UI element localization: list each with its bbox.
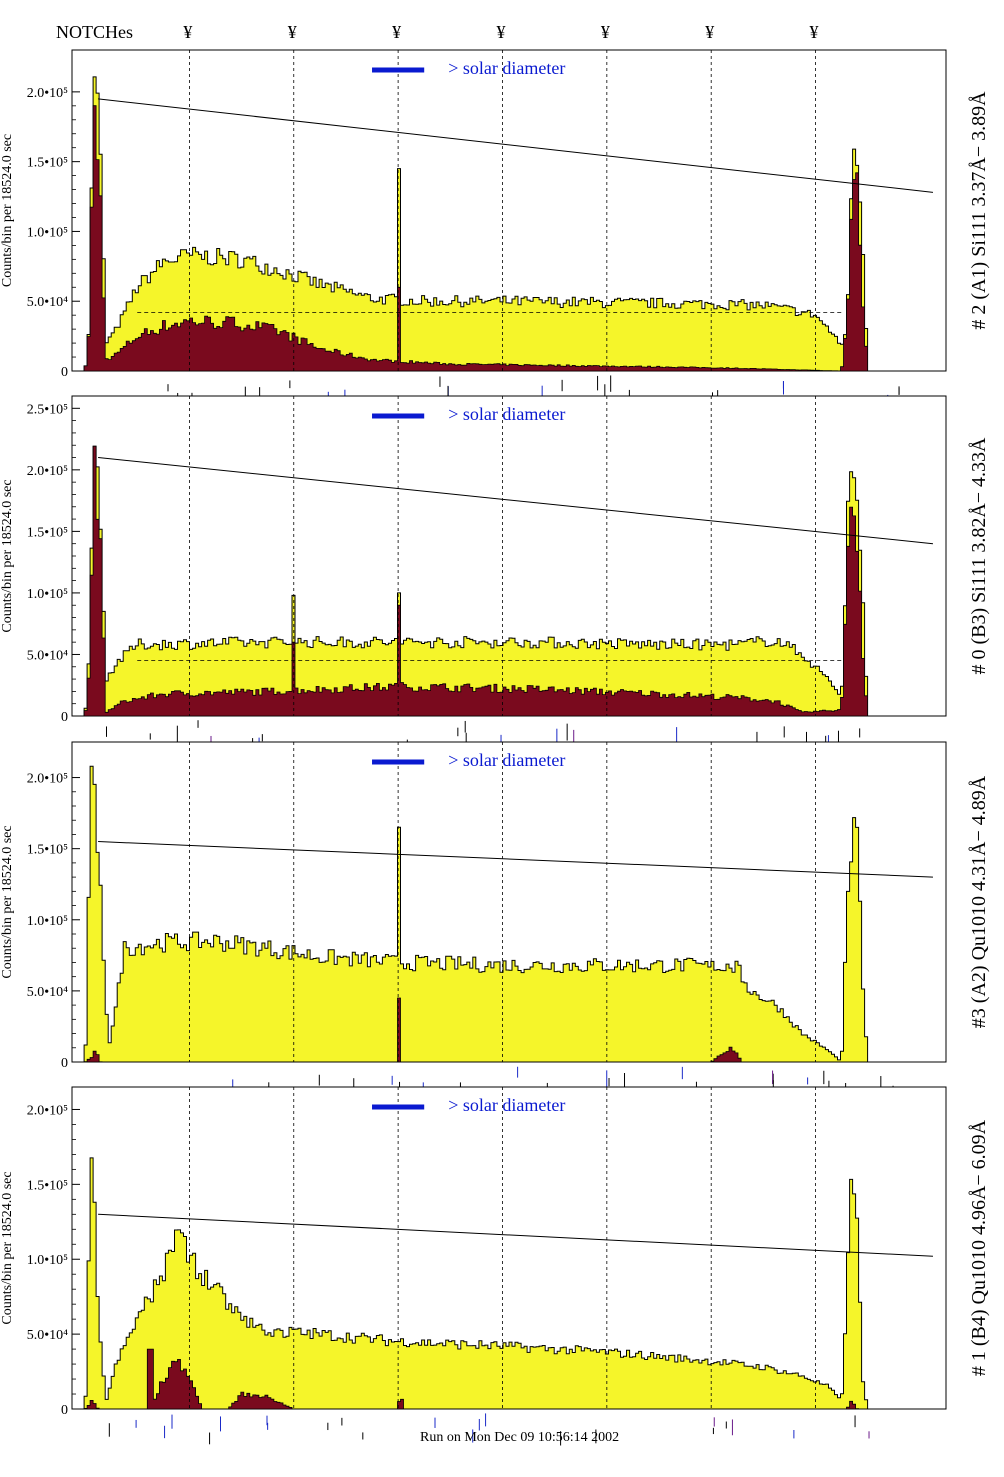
legend-text: > solar diameter [448,58,565,78]
y-tick-label: 0 [61,365,68,380]
y-tick-label: 1.5•10⁵ [27,525,68,540]
chart-panel-4: 0 5.0•10⁴ 1.0•10⁵ 1.5•10⁵ 2.0•10⁵ Counts/bin … [0,1086,990,1446]
chart-panel-1: 0 5.0•10⁴ 1.0•10⁵ 1.5•10⁵ 2.0•10⁵ Counts/bin … [0,49,990,408]
y-tick-label: 2.0•10⁵ [27,1103,68,1118]
y-tick-label: 1.0•10⁵ [27,914,68,929]
y-tick-label: 1.0•10⁵ [27,1253,68,1268]
panels: 0 5.0•10⁴ 1.0•10⁵ 1.5•10⁵ 2.0•10⁵ Counts/bin … [0,49,990,1446]
series-inner-histogram [72,997,946,1063]
trend-line [98,1213,933,1257]
y-axis-label: Counts/bin per 18524.0 sec [0,825,15,978]
chart-panel-3: 0 5.0•10⁴ 1.0•10⁵ 1.5•10⁵ 2.0•10⁵ Counts/bin … [0,741,990,1102]
y-axis-label: Counts/bin per 18524.0 sec [0,479,15,632]
legend-text: > solar diameter [448,750,565,770]
run-timestamp: Run on Mon Dec 09 10:56:14 2002 [420,1430,619,1445]
y-tick-label: 1.5•10⁵ [27,156,68,171]
y-tick-label: 0 [61,1056,68,1071]
chart-panel-2: 0 5.0•10⁴ 1.0•10⁵ 1.5•10⁵ 2.0•10⁵ 2.5•10⁵ Coun… [0,395,990,753]
y-tick-label: 1.5•10⁵ [27,1178,68,1193]
legend-text: > solar diameter [448,1095,565,1115]
notch-marker: ¥ [392,22,401,42]
y-axis-label: Counts/bin per 18524.0 sec [0,134,15,287]
trend-line [98,841,933,878]
y-tick-label: 2.0•10⁵ [27,464,68,479]
notch-marker: ¥ [496,22,505,42]
y-tick-label: 5.0•10⁴ [27,295,68,310]
notch-marker: ¥ [288,22,297,42]
notch-marker: ¥ [183,22,192,42]
detector-label: # 0 (B3) Si111 3.82Å− 4.33Å [968,437,990,675]
trend-line [98,98,934,193]
y-tick-label: 5.0•10⁴ [27,985,68,1000]
notch-marker: ¥ [810,22,819,42]
notch-markers: ¥ ¥ ¥ ¥ ¥ ¥ ¥ [183,22,818,42]
series-total-histogram [72,76,946,372]
trend-line [98,457,934,545]
series-inner-histogram [72,1348,946,1410]
series-total-histogram [72,1157,946,1410]
detector-label: #3 (A2) Qu1010 4.31Å− 4.89Å [968,775,990,1028]
y-tick-label: 5.0•10⁴ [27,1328,68,1343]
y-tick-label: 2.5•10⁵ [27,402,68,417]
y-tick-label: 1.0•10⁵ [27,587,68,602]
notch-marker: ¥ [705,22,714,42]
series-total-histogram [72,445,946,717]
y-tick-label: 0 [61,1403,68,1418]
legend-text: > solar diameter [448,404,565,424]
detector-label: # 1 (B4) Qu1010 4.96Å− 6.09Å [968,1119,990,1376]
notch-marker: ¥ [601,22,610,42]
y-tick-label: 2.0•10⁵ [27,772,68,787]
series-inner-histogram [72,105,946,372]
y-tick-label: 0 [61,710,68,725]
notches-label: NOTCHes [56,22,133,42]
y-axis-label: Counts/bin per 18524.0 sec [0,1171,15,1324]
y-tick-label: 1.5•10⁵ [27,843,68,858]
series-inner-histogram [72,445,946,717]
detector-label: # 2 (A1) Si111 3.37Å− 3.89Å [968,91,990,330]
series-total-histogram [72,765,946,1063]
y-tick-label: 2.0•10⁵ [27,86,68,101]
y-tick-label: 1.0•10⁵ [27,225,68,240]
y-tick-label: 5.0•10⁴ [27,648,68,663]
